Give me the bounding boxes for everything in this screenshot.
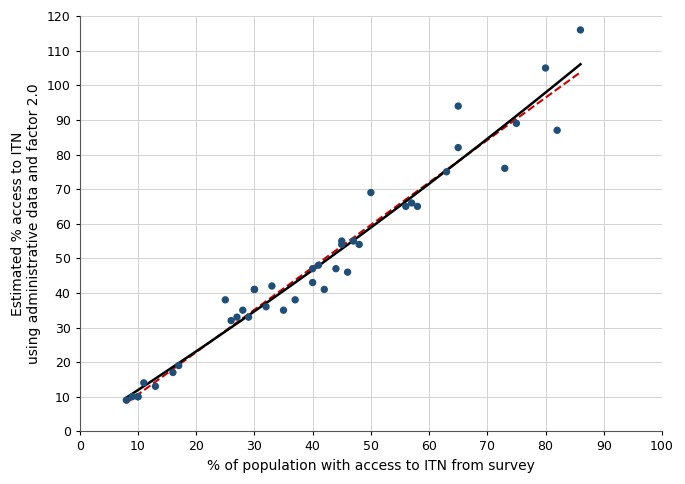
Point (307, 265, 318, 272)
Point (511, 120, 522, 127)
Point (348, 237, 359, 245)
Point (127, 393, 138, 401)
Point (249, 286, 260, 293)
Point (336, 241, 347, 248)
Point (167, 369, 178, 377)
Point (342, 268, 353, 276)
Point (132, 393, 143, 401)
Point (551, 126, 562, 134)
Point (232, 313, 242, 321)
Point (406, 199, 417, 207)
Point (319, 286, 329, 293)
Point (453, 102, 464, 110)
Point (313, 261, 324, 269)
Point (365, 189, 376, 197)
Point (330, 265, 341, 272)
Point (237, 306, 248, 314)
Point (441, 168, 452, 176)
Point (243, 313, 254, 321)
Point (138, 379, 149, 387)
Point (150, 382, 161, 390)
Point (412, 202, 423, 210)
Point (220, 296, 231, 303)
Point (266, 282, 277, 290)
Point (499, 165, 510, 172)
Y-axis label: Estimated % access to ITN
using administrative data and factor 2.0: Estimated % access to ITN using administ… (11, 83, 41, 364)
Point (278, 306, 289, 314)
Point (260, 303, 271, 311)
X-axis label: % of population with access to ITN from survey: % of population with access to ITN from … (207, 459, 535, 473)
Point (575, 26, 586, 34)
Point (307, 279, 318, 287)
Point (336, 237, 347, 245)
Point (121, 396, 132, 404)
Point (400, 202, 411, 210)
Point (353, 241, 364, 248)
Point (540, 64, 551, 72)
Point (225, 317, 236, 324)
Point (173, 362, 184, 369)
Point (290, 296, 301, 303)
Point (453, 144, 464, 151)
Point (132, 393, 143, 401)
Point (249, 286, 260, 293)
